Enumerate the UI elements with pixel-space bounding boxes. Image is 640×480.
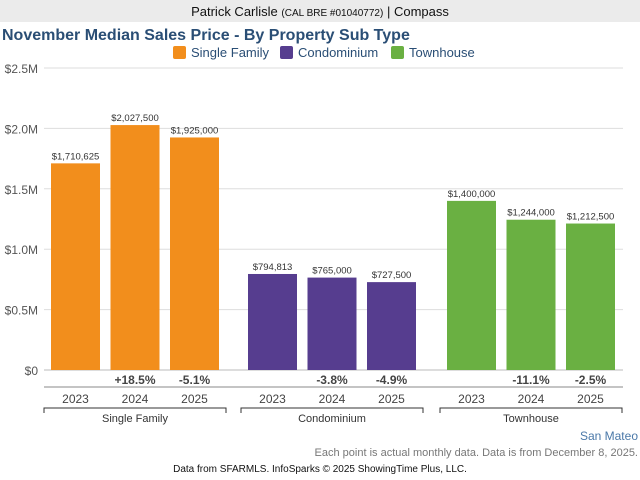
year-label: 2024 — [122, 392, 149, 406]
change-label: -11.1% — [512, 373, 550, 387]
credit: Data from SFARMLS. InfoSparks © 2025 Sho… — [173, 464, 467, 475]
legend-label: Townhouse — [409, 45, 475, 60]
year-label: 2024 — [319, 392, 346, 406]
y-tick-label: $0 — [25, 364, 39, 378]
group-label: Townhouse — [503, 413, 559, 425]
data-label: $2,027,500 — [111, 113, 159, 124]
data-label: $1,244,000 — [507, 208, 555, 219]
legend-swatch — [391, 46, 404, 59]
legend: Single Family Condominium Townhouse — [173, 45, 475, 60]
bar — [307, 277, 357, 370]
bar — [506, 219, 556, 370]
data-label: $1,710,625 — [52, 151, 100, 162]
change-label: -3.8% — [316, 373, 348, 387]
y-tick-label: $2.5M — [5, 62, 38, 76]
year-label: 2023 — [62, 392, 89, 406]
y-tick-label: $1.5M — [5, 183, 38, 197]
bar — [367, 282, 416, 370]
group-bracket — [240, 407, 424, 413]
x-axis: 2023 +18.5% 2024 -5.1% 2025 Single Family 2023… — [43, 373, 623, 425]
data-label: $1,925,000 — [171, 125, 219, 136]
bar — [110, 125, 160, 370]
year-label: 2023 — [458, 392, 485, 406]
data-label: $1,400,000 — [448, 189, 496, 200]
bar — [566, 223, 615, 370]
y-tick-label: $2.0M — [5, 122, 38, 136]
bar — [447, 200, 496, 370]
group-bracket — [439, 407, 623, 413]
bar — [51, 163, 100, 370]
chart-title: November Median Sales Price - By Propert… — [2, 27, 410, 44]
data-note: Each point is actual monthly data. Data … — [315, 447, 638, 459]
header-text: Patrick Carlisle (CAL BRE #01040772) | C… — [191, 4, 449, 19]
legend-swatch — [173, 46, 186, 59]
change-label: +18.5% — [114, 373, 155, 387]
group-label: Single Family — [102, 413, 169, 425]
year-label: 2025 — [181, 392, 208, 406]
y-tick-label: $1.0M — [5, 243, 38, 257]
year-label: 2023 — [259, 392, 286, 406]
year-label: 2025 — [378, 392, 405, 406]
header-bar — [0, 0, 640, 22]
region-label: San Mateo — [580, 429, 638, 443]
data-label: $794,813 — [253, 262, 293, 273]
change-label: -4.9% — [376, 373, 408, 387]
data-label: $1,212,500 — [567, 212, 615, 223]
legend-swatch — [280, 46, 293, 59]
data-label: $727,500 — [372, 270, 412, 281]
year-label: 2024 — [518, 392, 545, 406]
change-label: -2.5% — [575, 373, 607, 387]
change-label: -5.1% — [179, 373, 211, 387]
bar — [248, 273, 297, 370]
group-bracket — [43, 407, 227, 413]
bars: $1,710,625 $2,027,500 $1,925,000 $794,813 $7… — [51, 113, 615, 370]
group-label: Condominium — [298, 413, 366, 425]
y-tick-label: $0.5M — [5, 304, 38, 318]
bar — [170, 137, 219, 370]
legend-label: Single Family — [191, 45, 270, 60]
year-label: 2025 — [577, 392, 604, 406]
data-label: $765,000 — [312, 266, 352, 277]
legend-label: Condominium — [298, 45, 378, 60]
